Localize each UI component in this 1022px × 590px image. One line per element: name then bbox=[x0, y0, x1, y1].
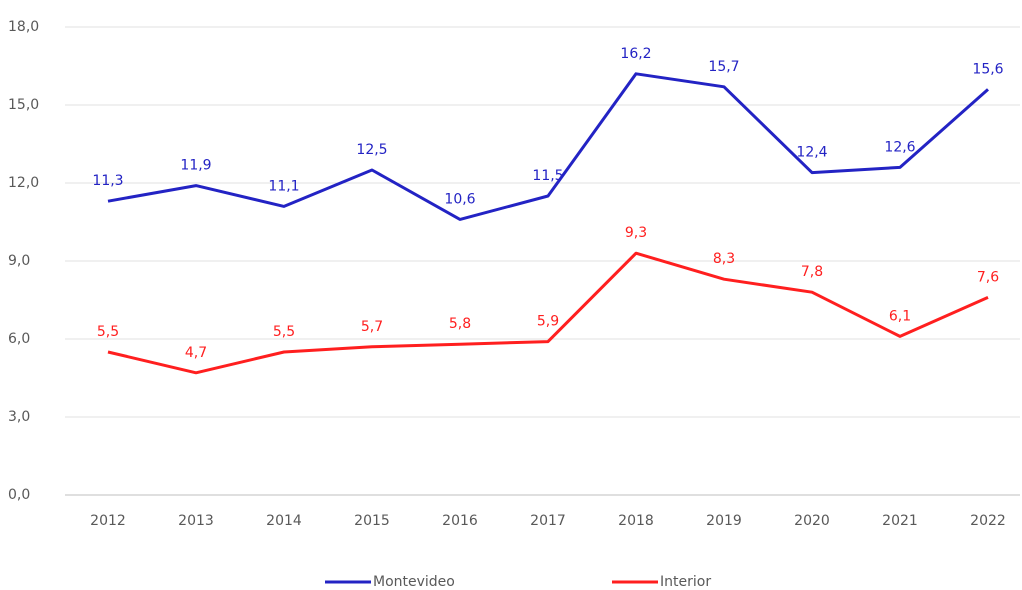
x-tick-label: 2014 bbox=[266, 513, 302, 529]
y-tick-label: 18,0 bbox=[8, 19, 39, 35]
y-tick-label: 0,0 bbox=[8, 487, 30, 503]
data-label: 5,5 bbox=[97, 324, 119, 340]
y-tick-label: 3,0 bbox=[8, 409, 30, 425]
x-tick-label: 2013 bbox=[178, 513, 214, 529]
y-tick-label: 15,0 bbox=[8, 97, 39, 113]
legend-label: Montevideo bbox=[373, 574, 455, 590]
data-label: 5,7 bbox=[361, 319, 383, 335]
data-label: 11,9 bbox=[180, 158, 211, 174]
data-label: 15,7 bbox=[708, 59, 739, 75]
x-tick-label: 2016 bbox=[442, 513, 478, 529]
data-label: 11,1 bbox=[268, 178, 299, 194]
x-tick-label: 2012 bbox=[90, 513, 126, 529]
data-label: 11,3 bbox=[92, 173, 123, 189]
series-line bbox=[107, 72, 989, 221]
x-tick-label: 2019 bbox=[706, 513, 742, 529]
y-tick-label: 9,0 bbox=[8, 253, 30, 269]
data-label: 7,8 bbox=[801, 264, 823, 280]
data-label: 9,3 bbox=[625, 225, 647, 241]
y-tick-label: 12,0 bbox=[8, 175, 39, 191]
x-tick-label: 2020 bbox=[794, 513, 830, 529]
data-label: 5,9 bbox=[537, 314, 559, 330]
x-tick-label: 2018 bbox=[618, 513, 654, 529]
x-tick-label: 2017 bbox=[530, 513, 566, 529]
x-tick-label: 2021 bbox=[882, 513, 918, 529]
data-label: 10,6 bbox=[444, 191, 475, 207]
y-tick-label: 6,0 bbox=[8, 331, 30, 347]
data-label: 5,5 bbox=[273, 324, 295, 340]
data-label: 11,5 bbox=[532, 168, 563, 184]
data-label: 12,5 bbox=[356, 142, 387, 158]
data-label: 12,4 bbox=[796, 145, 827, 161]
data-label: 5,8 bbox=[449, 316, 471, 332]
data-label: 7,6 bbox=[977, 269, 999, 285]
legend-label: Interior bbox=[660, 574, 711, 590]
data-label: 4,7 bbox=[185, 345, 207, 361]
data-label: 6,1 bbox=[889, 308, 911, 324]
data-label: 8,3 bbox=[713, 251, 735, 267]
x-tick-label: 2015 bbox=[354, 513, 390, 529]
data-label: 15,6 bbox=[972, 61, 1003, 77]
data-label: 12,6 bbox=[884, 139, 915, 155]
x-tick-label: 2022 bbox=[970, 513, 1006, 529]
series-line bbox=[107, 251, 989, 375]
data-label: 16,2 bbox=[620, 46, 651, 62]
